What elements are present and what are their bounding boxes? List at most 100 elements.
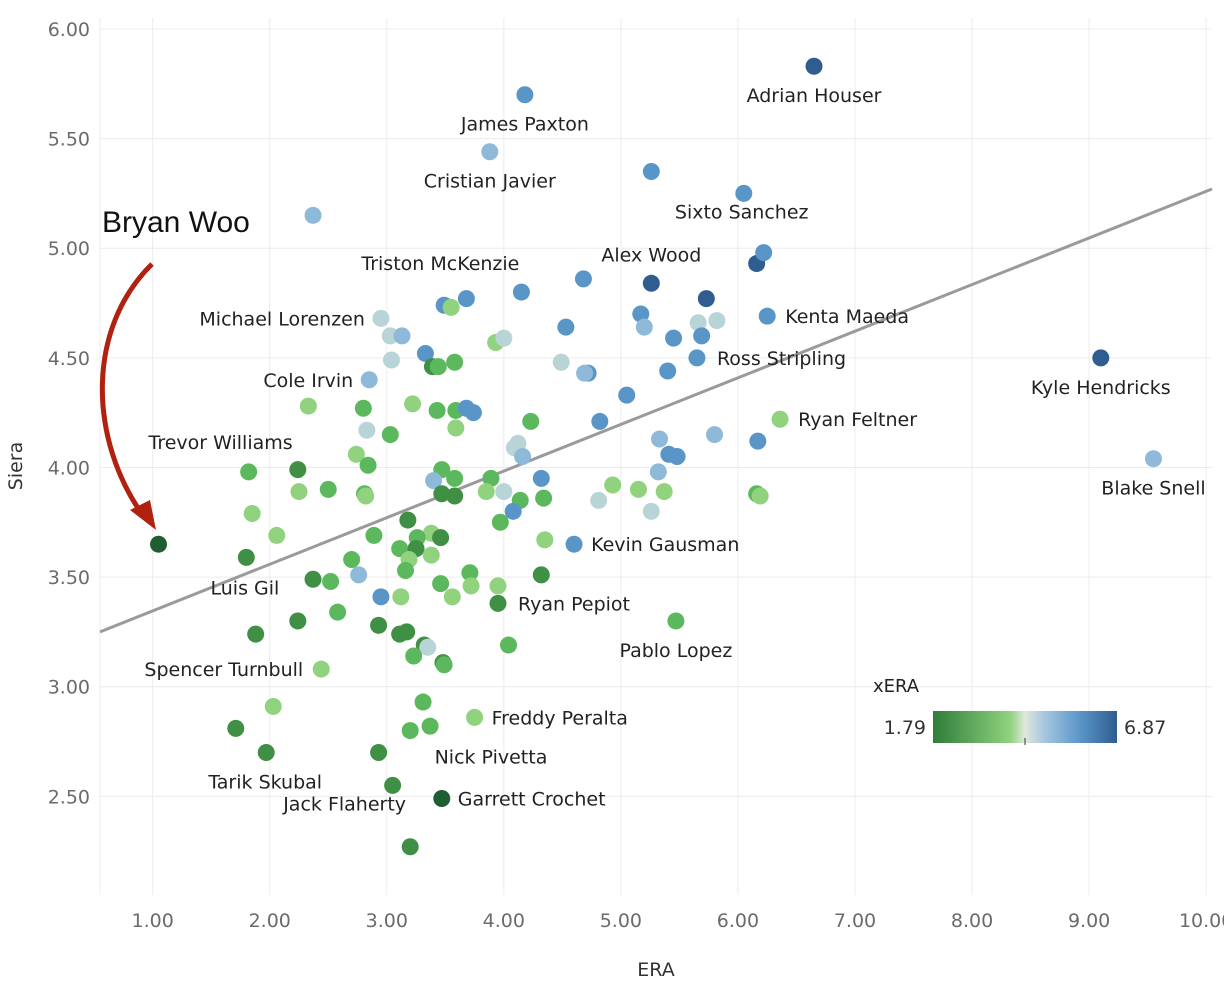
scatter-point — [591, 412, 609, 430]
point-label: Sixto Sanchez — [675, 202, 809, 224]
scatter-point — [655, 483, 673, 501]
scatter-point — [405, 647, 423, 665]
point-label: Garrett Crochet — [458, 789, 606, 811]
scatter-point — [751, 487, 769, 505]
scatter-point — [422, 546, 440, 564]
scatter-point — [243, 505, 261, 523]
scatter-point — [372, 588, 390, 606]
scatter-point — [446, 487, 464, 505]
scatter-point — [381, 327, 399, 345]
scatter-point — [500, 636, 518, 654]
point-label: Jack Flaherty — [282, 793, 406, 815]
scatter-point — [357, 487, 375, 505]
point-label: Kenta Maeda — [785, 306, 909, 328]
labeled-point — [481, 143, 499, 161]
scatter-point — [401, 838, 419, 856]
labeled-point — [642, 274, 660, 292]
y-tick-label: 6.00 — [48, 19, 90, 41]
labeled-point — [433, 790, 451, 808]
scatter-point — [504, 502, 522, 520]
scatter-point — [697, 290, 715, 308]
scatter-point — [495, 329, 513, 347]
point-label: Ryan Pepiot — [518, 593, 630, 615]
scatter-point — [399, 511, 417, 529]
x-tick-label: 9.00 — [1068, 910, 1110, 932]
scatter-point — [659, 362, 677, 380]
scatter-point — [354, 399, 372, 417]
scatter-point — [397, 562, 415, 580]
scatter-point — [350, 566, 368, 584]
y-tick-label: 5.00 — [48, 238, 90, 260]
point-label: Nick Pivetta — [435, 746, 548, 768]
scatter-point — [735, 184, 753, 202]
scatter-point — [535, 489, 553, 507]
scatter-point — [642, 162, 660, 180]
scatter-point — [435, 656, 453, 674]
scatter-point — [268, 526, 286, 544]
scatter-point — [618, 386, 636, 404]
labeled-point — [466, 708, 484, 726]
x-tick-label: 4.00 — [483, 910, 525, 932]
scatter-point — [442, 298, 460, 316]
color-legend: xERA 1.79 6.87 — [873, 676, 1166, 745]
scatter-point — [343, 551, 361, 569]
scatter-point — [632, 305, 650, 323]
labeled-point — [360, 371, 378, 389]
labeled-point — [240, 463, 258, 481]
scatter-point — [708, 312, 726, 330]
labeled-point — [755, 244, 773, 262]
scatter-point — [446, 353, 464, 371]
scatter-point — [428, 401, 446, 419]
scatter-point — [447, 419, 465, 437]
point-label: Pablo Lopez — [619, 640, 732, 662]
scatter-point — [489, 577, 507, 595]
labeled-point — [516, 86, 534, 104]
point-label: Blake Snell — [1101, 478, 1205, 500]
labeled-point — [771, 410, 789, 428]
scatter-point — [382, 351, 400, 369]
scatter-point — [629, 480, 647, 498]
scatter-point — [365, 526, 383, 544]
labeled-point — [489, 594, 507, 612]
x-tick-label: 6.00 — [717, 910, 759, 932]
x-tick-label: 8.00 — [951, 910, 993, 932]
point-label: Cole Irvin — [263, 370, 353, 392]
scatter-point — [604, 476, 622, 494]
y-tick-label: 3.00 — [48, 677, 90, 699]
scatter-point — [289, 612, 307, 630]
scatter-point — [552, 353, 570, 371]
point-label: Kevin Gausman — [591, 534, 739, 556]
scatter-point — [532, 469, 550, 487]
scatter-point — [404, 395, 422, 413]
labeled-point — [1144, 450, 1162, 468]
scatter-point — [421, 717, 439, 735]
labeled-point — [150, 535, 168, 553]
scatter-point — [491, 513, 509, 531]
scatter-point — [416, 344, 434, 362]
scatter-point — [401, 722, 419, 740]
scatter-point — [689, 314, 707, 332]
labeled-point — [237, 548, 255, 566]
scatter-point — [461, 564, 479, 582]
scatter-point — [432, 575, 450, 593]
scatter-point — [432, 529, 450, 547]
scatter-point — [358, 421, 376, 439]
legend-min: 1.79 — [884, 717, 926, 739]
point-label: Spencer Turnbull — [144, 659, 303, 681]
gridlines — [99, 18, 1212, 895]
scatter-point — [392, 588, 410, 606]
scatter-point — [532, 566, 550, 584]
callout-arrow — [99, 262, 154, 516]
scatter-point — [425, 472, 443, 490]
scatter-point — [393, 327, 411, 345]
y-tick-label: 5.50 — [48, 129, 90, 151]
scatter-point — [289, 461, 307, 479]
scatter-point — [429, 358, 447, 376]
scatter-point — [464, 404, 482, 422]
x-axis-title: ERA — [637, 959, 674, 981]
scatter-point — [370, 616, 388, 634]
scatter-point — [649, 463, 667, 481]
y-tick-label: 2.50 — [48, 786, 90, 808]
scatter-point — [290, 483, 308, 501]
point-label: Ryan Feltner — [798, 409, 917, 431]
